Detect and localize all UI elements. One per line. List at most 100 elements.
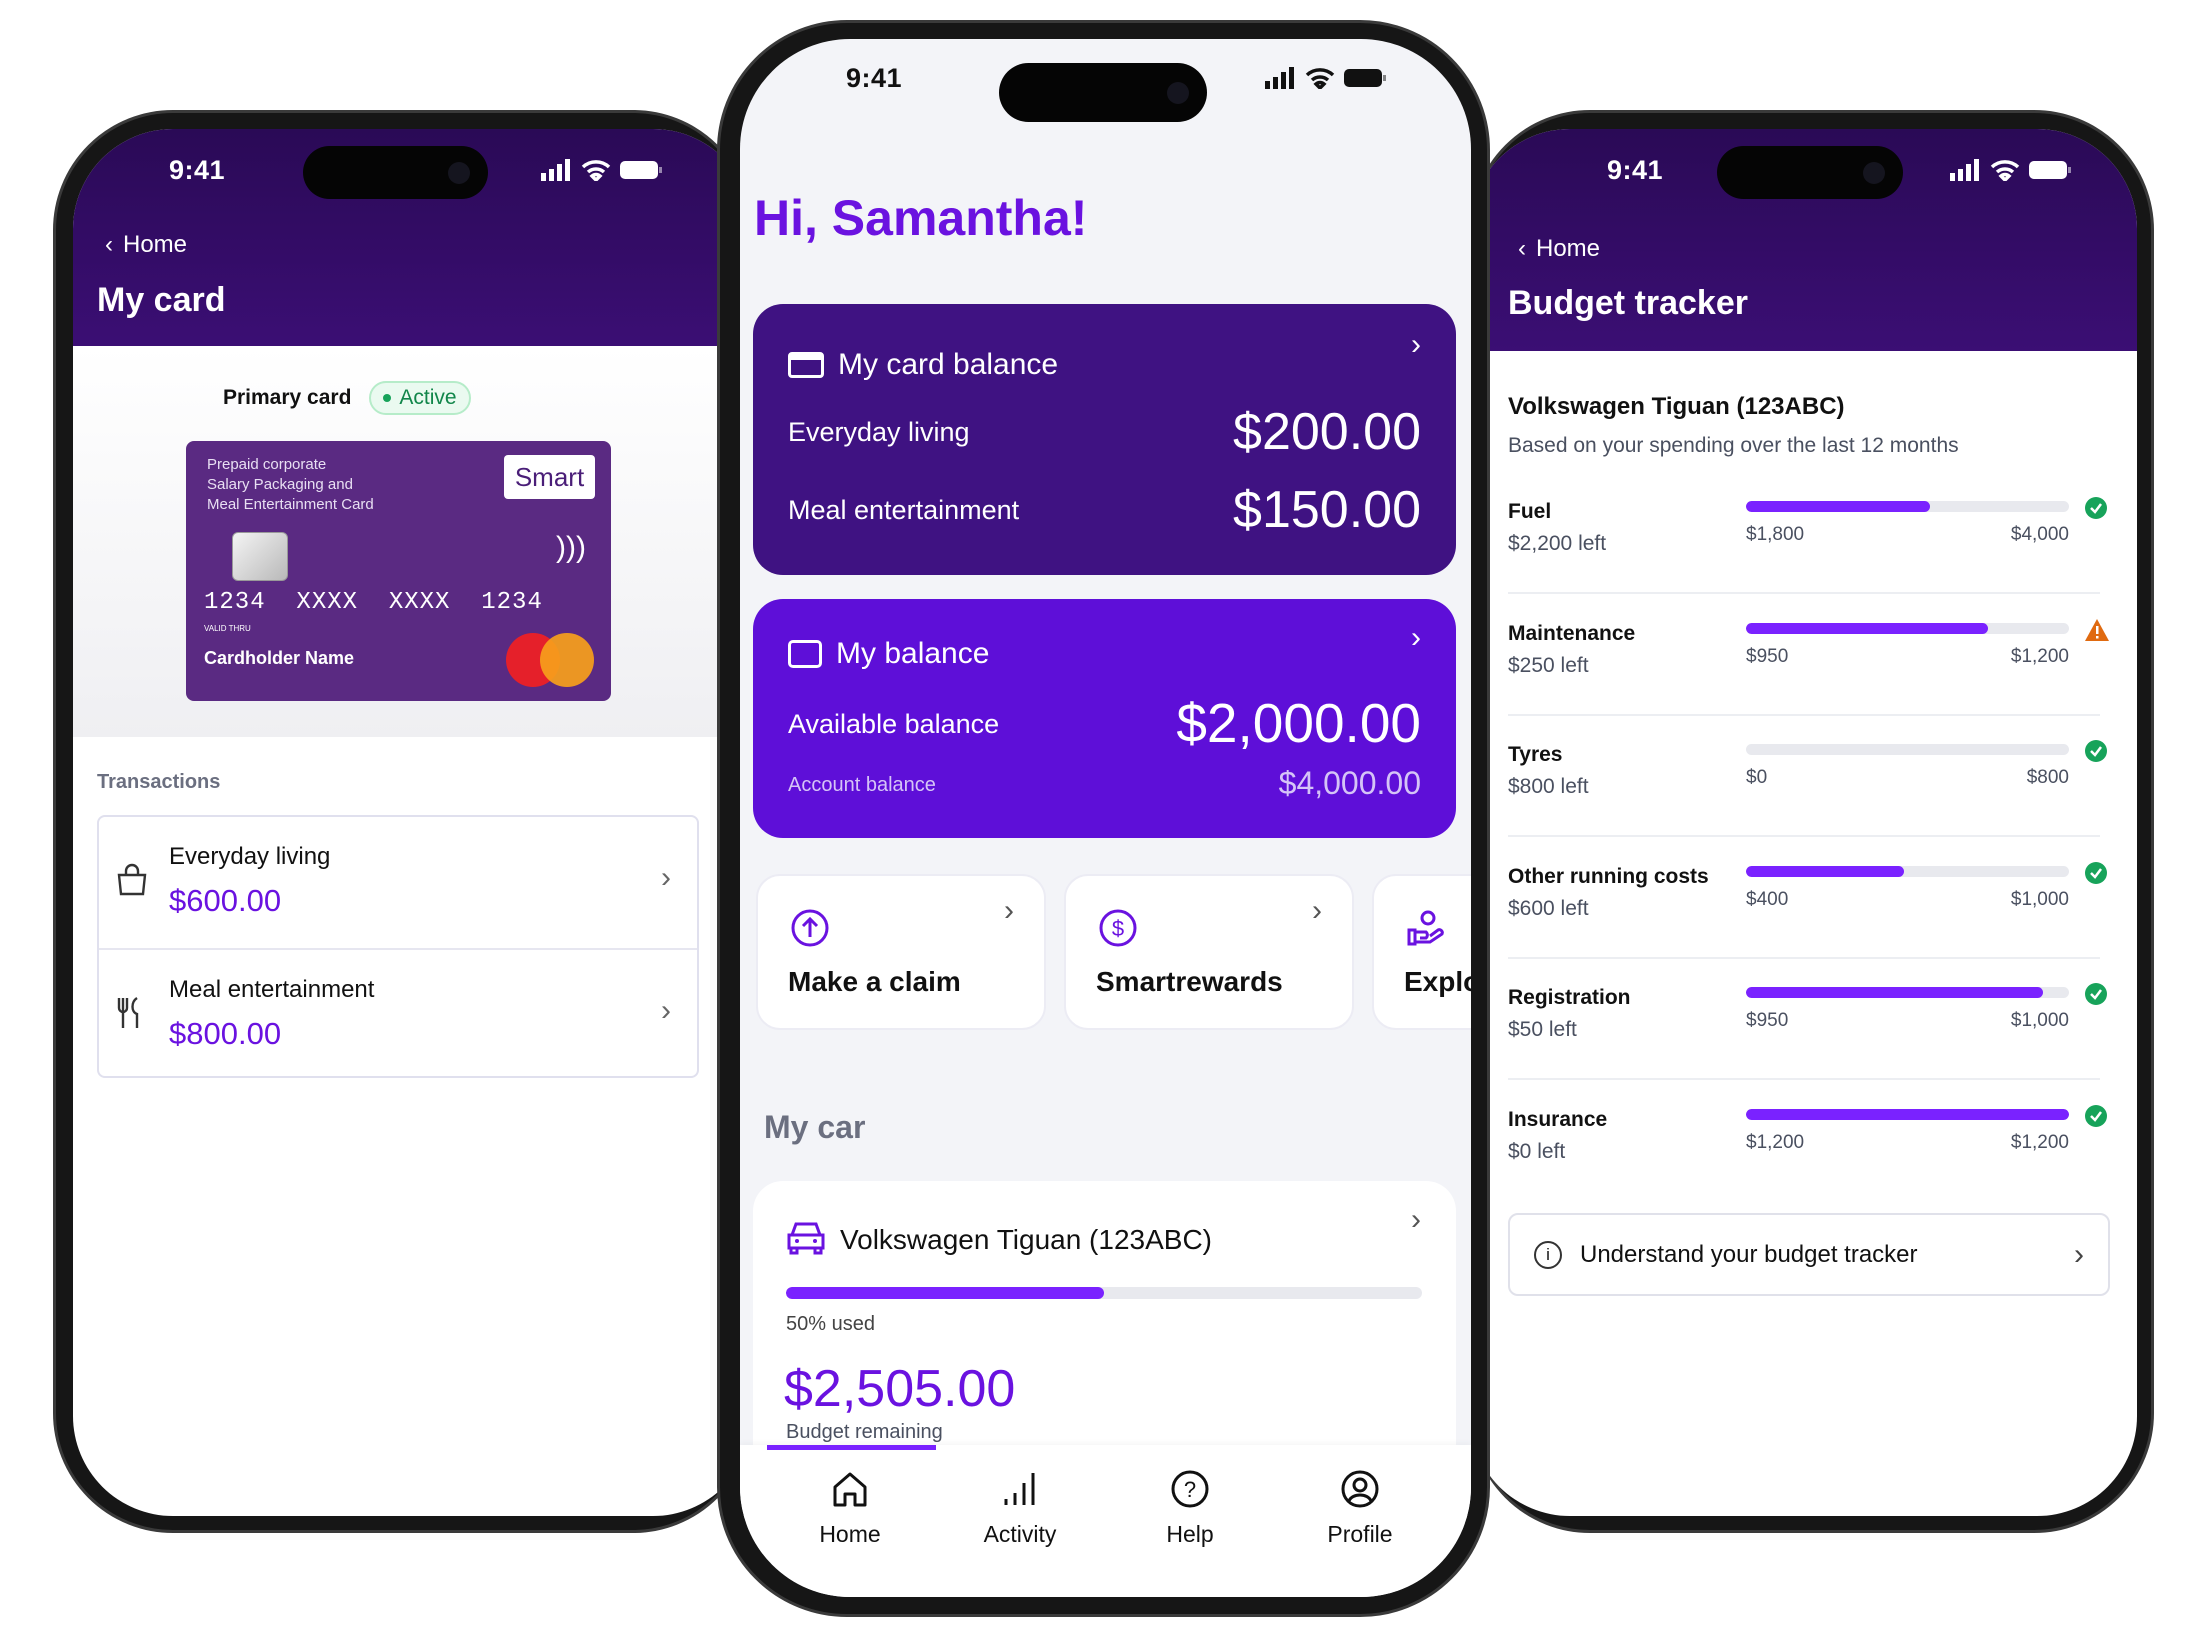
profile-icon (1340, 1469, 1380, 1515)
transaction-row[interactable]: Meal entertainment $800.00 › (99, 948, 697, 1079)
chevron-right-icon: › (2074, 1237, 2084, 1271)
action-tile[interactable]: › Make a claim (756, 874, 1046, 1030)
dollar-circle-icon: $ (1098, 908, 1138, 953)
budget-row[interactable]: Maintenance $250 left $950 $1,200 (1508, 594, 2109, 716)
cardholder-name: Cardholder Name (204, 648, 355, 668)
credit-card-icon (788, 352, 824, 378)
valid-thru-label: VALID THRU (204, 624, 251, 633)
chevron-right-icon: › (1004, 894, 1014, 927)
budget-category: Other running costs (1508, 864, 1709, 888)
nav-profile[interactable]: Profile (1290, 1463, 1430, 1548)
dynamic-island (999, 63, 1207, 122)
battery-icon (2029, 161, 2071, 179)
budget-row[interactable]: Tyres $800 left $0 $800 (1508, 715, 2107, 838)
battery-icon (620, 161, 662, 179)
mastercard-logo (506, 633, 594, 687)
meal-entertainment-label: Meal entertainment (788, 495, 1020, 525)
status-badge: Active (369, 381, 471, 415)
budget-remaining-amount: $2,505.00 (784, 1360, 1016, 1418)
transaction-row[interactable]: Everyday living $600.00 › (99, 817, 697, 948)
car-header: Volkswagen Tiguan (123ABC) (786, 1219, 1212, 1260)
budget-progress (1746, 744, 2069, 756)
status-time: 9:41 (169, 155, 226, 185)
nav-home[interactable]: Home (780, 1463, 920, 1548)
divider (1508, 1078, 2100, 1081)
budget-category: Tyres (1508, 743, 1563, 767)
chevron-right-icon: › (1411, 621, 1421, 654)
hand-heart-icon (1406, 908, 1446, 953)
available-balance-label: Available balance (788, 709, 1000, 739)
card-balance-card[interactable]: My card balance › Everyday living $200.0… (753, 304, 1456, 575)
primary-card-label: Primary card (223, 386, 352, 409)
budget-list: Fuel $2,200 left $1,800 $4,000 Maintenan… (1493, 129, 2115, 1516)
battery-icon (1344, 69, 1386, 87)
divider (1508, 956, 2100, 959)
transaction-label: Everyday living (169, 843, 331, 870)
contactless-icon: ))) (556, 531, 586, 564)
svg-text:?: ? (1184, 1477, 1196, 1502)
card-description: Prepaid corporate Salary Packaging and Mea… (207, 456, 374, 513)
back-button[interactable]: ‹ Home (105, 231, 188, 258)
budget-amount: $800 (2026, 767, 2069, 789)
home-icon (830, 1469, 870, 1515)
upload-circle-icon (790, 908, 830, 953)
bottom-nav: Home Activity ? Help Profile (740, 1445, 1471, 1597)
budget-row[interactable]: Fuel $2,200 left $1,800 $4,000 (1508, 472, 2107, 594)
spent-amount: $400 (1746, 888, 1789, 910)
check-circle-icon (2084, 982, 2108, 1011)
home-screen: 9:41 Hi, Samantha! My card balance › Eve… (740, 39, 1471, 1597)
dynamic-island (303, 146, 488, 199)
card-balance-header: My card balance (788, 348, 1058, 382)
back-button[interactable]: ‹ Home (1518, 235, 1601, 262)
account-balance-label: Account balance (788, 774, 936, 796)
meal-entertainment-amount: $150.00 (1233, 481, 1421, 539)
transaction-label: Meal entertainment (169, 976, 375, 1003)
smart-logo: Smart (504, 455, 595, 499)
transaction-amount: $800.00 (169, 1016, 282, 1051)
spent-amount: $1,800 (1746, 524, 1805, 545)
payment-card[interactable]: Prepaid corporate Salary Packaging and Mea… (186, 441, 611, 701)
budget-progress (1746, 501, 2069, 512)
help-icon: ? (1170, 1469, 1210, 1515)
nav-activity[interactable]: Activity (950, 1463, 1090, 1548)
my-balance-card[interactable]: My balance › Available balance $2,000.00… (753, 599, 1456, 838)
budget-left: $250 left (1508, 653, 1589, 677)
everyday-living-label: Everyday living (788, 417, 970, 447)
status-time: 9:41 (846, 63, 903, 93)
my-balance-header: My balance (788, 637, 989, 671)
budget-row[interactable]: Registration $50 left $950 $1,000 (1508, 958, 2107, 1081)
check-circle-icon (2084, 496, 2108, 525)
budget-amount: $1,200 (2010, 645, 2069, 667)
check-circle-icon (2084, 1104, 2108, 1133)
check-circle-icon (2084, 739, 2108, 768)
budget-left: $2,200 left (1508, 532, 1607, 555)
divider (1508, 713, 2100, 716)
available-balance-amount: $2,000.00 (1176, 692, 1421, 754)
action-tile[interactable]: $ › Smartrewards (1064, 874, 1354, 1030)
chip-icon (232, 532, 288, 581)
budget-left: $600 left (1508, 896, 1589, 920)
budget-category: Fuel (1508, 500, 1552, 523)
budget-row[interactable]: Insurance $0 left $1,200 $1,200 (1508, 1080, 2107, 1202)
budget-category: Registration (1508, 986, 1631, 1010)
budget-amount: $1,000 (2010, 1010, 2069, 1032)
status-dot-icon (383, 394, 392, 402)
spent-amount: $950 (1746, 645, 1789, 667)
budget-amount: $1,000 (2010, 888, 2069, 910)
budget-progress (1746, 1109, 2069, 1120)
action-tile[interactable]: › Explore (1372, 874, 1471, 1030)
budget-left: $800 left (1508, 775, 1589, 799)
divider (1508, 835, 2100, 838)
budget-tracker-screen: 9:41 ‹ Home Budget tracker Volkswagen Tig… (1470, 129, 2137, 1516)
activity-icon (1000, 1469, 1040, 1515)
understand-budget-button[interactable]: i Understand your budget tracker › (1508, 1213, 2110, 1296)
page-title: My card (97, 281, 226, 319)
chevron-right-icon: › (661, 861, 671, 894)
signal-icon (1265, 67, 1294, 89)
transactions-heading: Transactions (97, 771, 221, 793)
my-car-heading: My car (764, 1109, 866, 1145)
nav-help[interactable]: ? Help (1120, 1463, 1260, 1548)
wifi-icon (1305, 68, 1335, 89)
budget-row[interactable]: Other running costs $600 left $400 $1,00… (1508, 837, 2107, 959)
action-label: Explore (1404, 966, 1471, 997)
